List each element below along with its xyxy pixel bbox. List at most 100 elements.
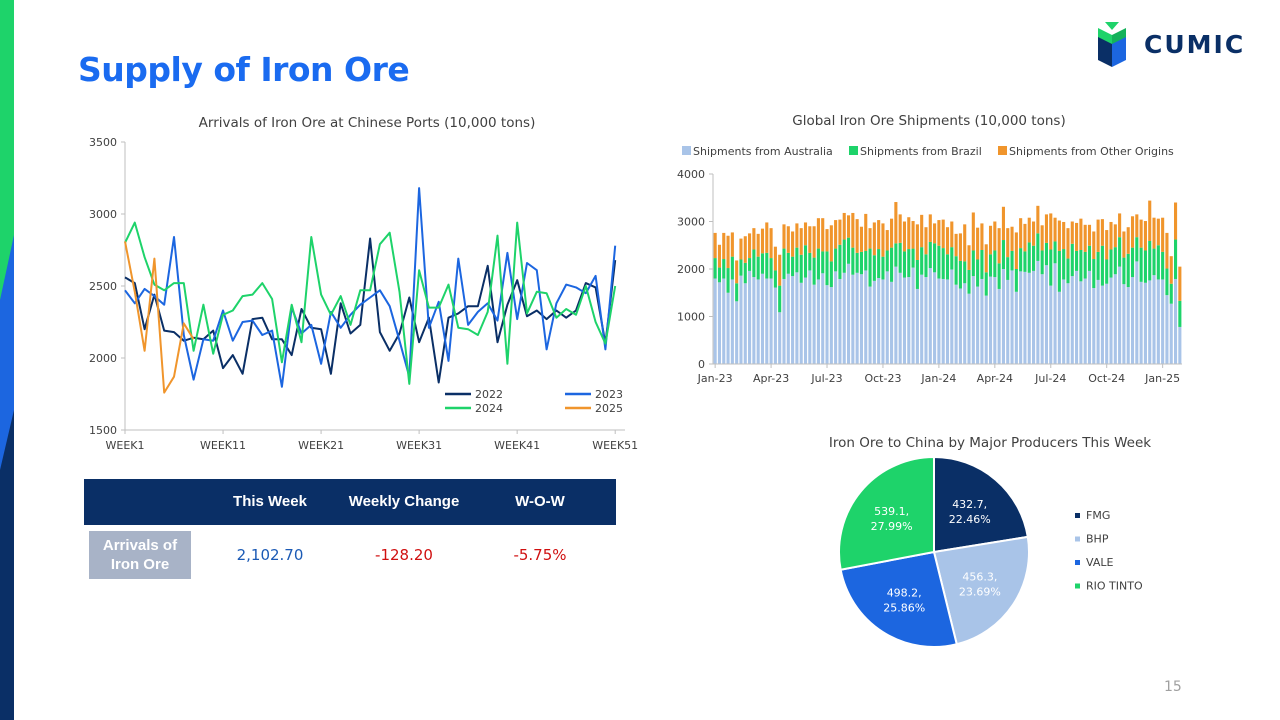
bar-segment (743, 283, 747, 364)
bar-segment (1049, 213, 1053, 250)
bar-segment (950, 247, 954, 270)
bar-segment (928, 241, 932, 269)
bar-segment (1062, 279, 1066, 364)
bar-segment (782, 224, 786, 249)
bar-segment (713, 278, 717, 364)
x-tick-label: WEEK1 (106, 439, 145, 452)
x-tick-label: Oct-24 (1088, 372, 1125, 385)
bar-segment (1040, 250, 1044, 275)
page-number: 15 (1164, 679, 1182, 695)
y-tick-label: 3000 (89, 208, 117, 221)
bar-segment (795, 247, 799, 273)
bar-segment (988, 254, 993, 277)
bar-segment (1036, 205, 1040, 234)
bar-segment (1130, 247, 1135, 278)
legend-label: 2022 (475, 388, 503, 401)
bar-segment (769, 258, 773, 279)
bar-segment (1174, 239, 1178, 279)
bar-segment (1092, 259, 1096, 288)
bar-segment (915, 288, 919, 364)
bar-segment (1062, 249, 1066, 280)
pie-data-label: 432.7, 22.46% (949, 498, 991, 526)
bar-segment (1161, 251, 1165, 280)
bar-segment (924, 277, 928, 364)
bar-segment (786, 252, 790, 274)
bar-segment (752, 277, 756, 364)
bar-segment (1036, 260, 1040, 364)
bar-segment (816, 218, 820, 249)
bar-segment (1135, 261, 1139, 364)
bar-segment (963, 283, 967, 364)
bar-segment (902, 277, 907, 364)
bar-segment (976, 227, 980, 260)
bar-segment (859, 251, 863, 275)
bar-segment (902, 221, 907, 252)
bar-segment (713, 232, 717, 259)
bar-segment (859, 226, 863, 252)
bar-segment (851, 247, 855, 275)
bar-segment (1178, 326, 1182, 364)
bar-segment (730, 232, 734, 257)
bar-segment (726, 268, 730, 293)
bar-segment (752, 249, 756, 278)
bar-segment (1118, 266, 1122, 365)
x-tick-label: WEEK41 (494, 439, 540, 452)
bar-segment (1053, 263, 1057, 364)
legend-swatch (1075, 536, 1080, 542)
bar-segment (1070, 221, 1074, 244)
bar-segment (726, 235, 730, 269)
bar-segment (1057, 220, 1061, 251)
bar-segment (760, 228, 765, 254)
bar-segment (1079, 250, 1083, 282)
bar-segment (825, 251, 829, 286)
bar-segment (778, 285, 782, 313)
bar-segment (1027, 242, 1031, 273)
pie-data-label: 498.2, 25.86% (883, 586, 925, 614)
left-accent-stripe (0, 0, 14, 720)
x-tick-label: Jul-24 (1034, 372, 1066, 385)
bar-segment (834, 220, 838, 249)
bar-segment (1057, 250, 1061, 292)
bar-segment (855, 219, 859, 253)
bar-segment (1092, 288, 1096, 364)
bar-segment (877, 249, 881, 279)
bar-segment (773, 246, 777, 271)
bar-segment (803, 277, 808, 364)
pie-data-label: 456.3, 23.69% (959, 570, 1001, 598)
bar-segment (782, 248, 786, 279)
bar-segment (743, 262, 747, 284)
legend-label: RIO TINTO (1086, 580, 1143, 593)
bar-segment (1113, 224, 1117, 248)
legend-label: 2024 (475, 402, 503, 415)
bar-segment (1126, 253, 1130, 288)
bar-segment (739, 275, 743, 364)
bar-segment (769, 278, 773, 364)
bar-segment (825, 229, 829, 252)
table-header-this-week: This Week (196, 479, 344, 525)
bar-segment (907, 249, 911, 278)
y-tick-label: 1500 (89, 424, 117, 437)
bar-segment (1044, 265, 1049, 364)
bar-segment (1019, 218, 1023, 249)
bar-segment (1161, 279, 1165, 364)
bar-segment (1001, 269, 1005, 364)
bar-segment (717, 282, 722, 364)
bar-segment (945, 279, 950, 364)
bar-segment (752, 228, 756, 250)
bar-segment (791, 231, 795, 257)
bar-segment (1118, 237, 1122, 267)
bar-segment (1049, 285, 1053, 365)
bar-segment (1096, 251, 1100, 280)
bar-segment (838, 219, 842, 245)
bar-segment (808, 226, 812, 253)
bar-segment (894, 202, 898, 244)
bar-segment (1070, 276, 1074, 365)
bar-segment (933, 272, 937, 364)
bar-segment (980, 250, 984, 279)
bar-segment (808, 270, 812, 364)
bar-segment (980, 278, 984, 364)
bar-segment (812, 257, 816, 285)
bar-segment (984, 295, 988, 364)
bar-segment (941, 219, 945, 249)
bar-segment (1053, 241, 1057, 264)
